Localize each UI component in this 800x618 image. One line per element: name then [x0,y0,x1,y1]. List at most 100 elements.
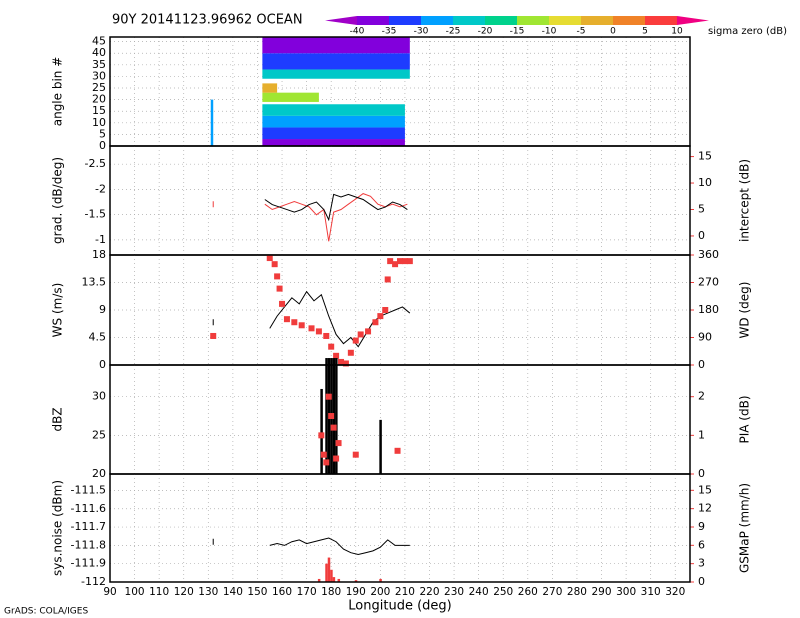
series-point [315,328,322,335]
x-tick-label: 220 [419,586,439,598]
colorbar-swatch [453,16,485,25]
y-tick-label: -2.5 [85,157,106,170]
y-tick-label: 18 [92,248,106,261]
x-tick-label: 240 [469,586,489,598]
series-point [333,352,340,359]
y2-axis-label: intercept (dB) [738,159,752,242]
series-bar [335,358,338,474]
series-point [276,285,283,292]
heatmap-cell [262,127,405,140]
colorbar-label: sigma zero (dB) [708,26,787,37]
y-axis-label: dBZ [51,407,65,431]
x-tick-label: 310 [641,586,661,598]
series-point [377,313,384,320]
x-tick-label: 200 [370,586,390,598]
series-point [352,451,359,458]
x-tick-label: 280 [567,586,587,598]
y-tick-label: 25 [92,428,106,441]
y2-tick-label: 90 [698,331,712,344]
y-axis-label: WS (m/s) [51,283,65,338]
series-point [330,424,337,431]
y2-tick-label: 3 [698,557,705,570]
x-tick-label: 260 [518,586,538,598]
colorbar-swatch [613,16,645,25]
colorbar-swatch [581,16,613,25]
series-point [406,258,413,265]
x-tick-label: 320 [665,586,685,598]
x-tick-label: 290 [592,586,612,598]
series-point [328,413,335,420]
y-tick-label: -111.8 [71,538,106,551]
heatmap-cell [262,115,405,128]
series-point [392,261,399,268]
y2-tick-label: 0 [698,358,705,371]
panel-frame [109,473,691,583]
y-axis-label: sys.noise (dBm) [51,480,65,576]
y-tick-label: 30 [92,69,106,82]
y2-tick-label: 5 [698,202,705,215]
footer: GrADS: COLA/IGES [4,607,88,617]
series-point [328,343,335,350]
y-tick-label: -111.5 [71,483,106,496]
colorbar-swatch [485,16,517,25]
heatmap-cell [262,69,410,79]
colorbar-tick-label: -35 [382,27,397,37]
x-tick-label: 190 [346,586,366,598]
y-tick-label: 13.5 [82,276,107,289]
series-point [323,459,330,466]
y-tick-label: 35 [92,58,106,71]
series-point [318,432,325,439]
series-bar [325,358,328,474]
series-point [387,258,394,265]
y-tick-label: -111.6 [71,502,106,515]
series-bar [327,557,331,582]
heatmap-cell [210,99,214,146]
y2-tick-label: 0 [698,575,705,588]
colorbar-swatch [549,16,581,25]
series-bar [379,578,382,582]
y-tick-label: -1.5 [85,208,106,221]
y-tick-label: 25 [92,81,106,94]
colorbar-tick-label: -20 [478,27,493,37]
x-tick-label: 100 [125,586,145,598]
y-tick-label: -111.9 [71,557,106,570]
y2-tick-label: 9 [698,520,705,533]
series-point [401,258,408,265]
series-point [291,319,298,326]
series-point [384,276,391,283]
series-point [335,440,342,447]
series-bar [354,580,358,582]
series-bar [379,419,382,474]
series-point [333,455,340,462]
y-tick-label: 30 [92,390,106,403]
series-point [210,332,217,339]
y-tick-label: 0 [99,139,106,152]
colorbar-tick-label: 0 [610,27,616,37]
series-point [347,349,354,356]
y2-tick-label: 6 [698,538,705,551]
colorbar-swatch [325,16,357,25]
series-line [264,193,408,242]
heatmap-cell [262,92,319,102]
series-point [342,360,349,367]
series-point [298,322,305,329]
colorbar-swatch [357,16,389,25]
series-bar [325,563,328,582]
series-point [271,261,278,268]
series-line [269,290,411,348]
x-tick-label: 160 [272,586,292,598]
series-point [325,393,332,400]
series-point [338,358,345,365]
series-point [394,447,401,454]
y2-axis-label: GSMaP (mm/h) [738,483,752,573]
x-tick-label: 150 [247,586,267,598]
series-point [397,258,403,265]
y-axis-label: grad. (dB/deg) [51,157,65,244]
x-tick-label: 120 [174,586,194,598]
heatmap-cell [262,83,278,93]
y2-tick-label: 1 [698,428,705,441]
y2-tick-label: 180 [698,303,719,316]
colorbar-tick-label: -30 [414,27,429,37]
heatmap-cell [262,104,405,116]
